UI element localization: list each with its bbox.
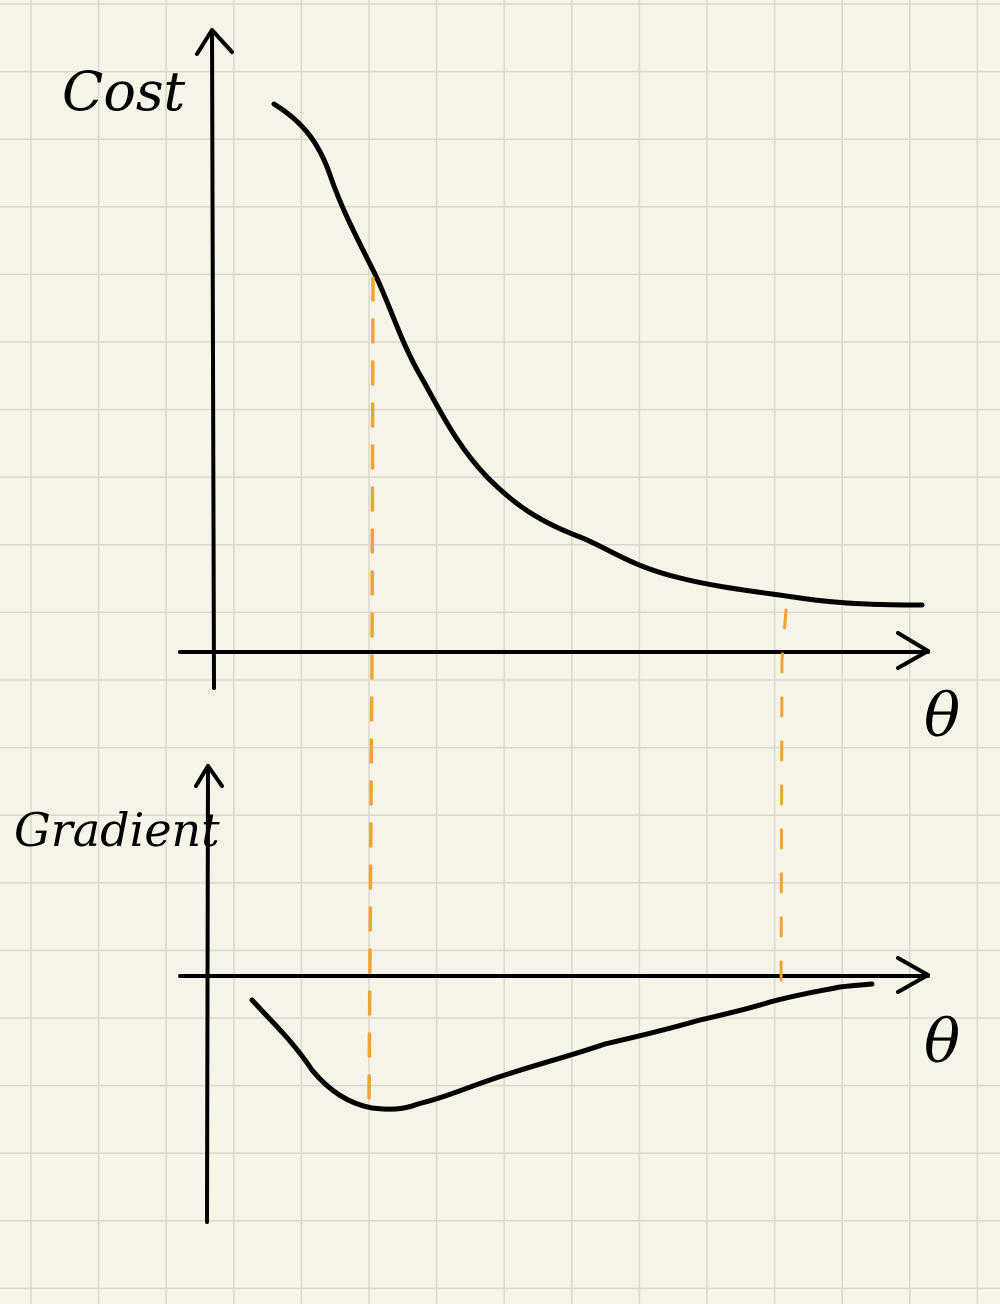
gradient-y-axis-arrowhead [194, 764, 224, 788]
cost-y-axis-arrowhead [195, 28, 234, 56]
cost-x-axis-arrowhead [896, 631, 930, 670]
gradient-y-axis-label: Gradient [14, 803, 220, 857]
gradient-curve [249, 981, 875, 1112]
cost-curve [271, 101, 925, 608]
cost-y-axis-label: Cost [62, 60, 186, 123]
gradient-y-axis [205, 764, 210, 1224]
cost-y-axis [210, 28, 216, 690]
guide-lines [367, 276, 788, 1104]
gradient-x-axis-arrowhead [896, 956, 930, 994]
cost-x-axis-label: θ [924, 681, 960, 751]
gradient-x-axis-label: θ [924, 1007, 960, 1077]
cost-plot: Cost θ [62, 28, 960, 751]
gradient-plot: Gradient θ [14, 764, 960, 1224]
guide-line-flat [779, 608, 788, 1002]
guide-line-steep [367, 276, 375, 1104]
